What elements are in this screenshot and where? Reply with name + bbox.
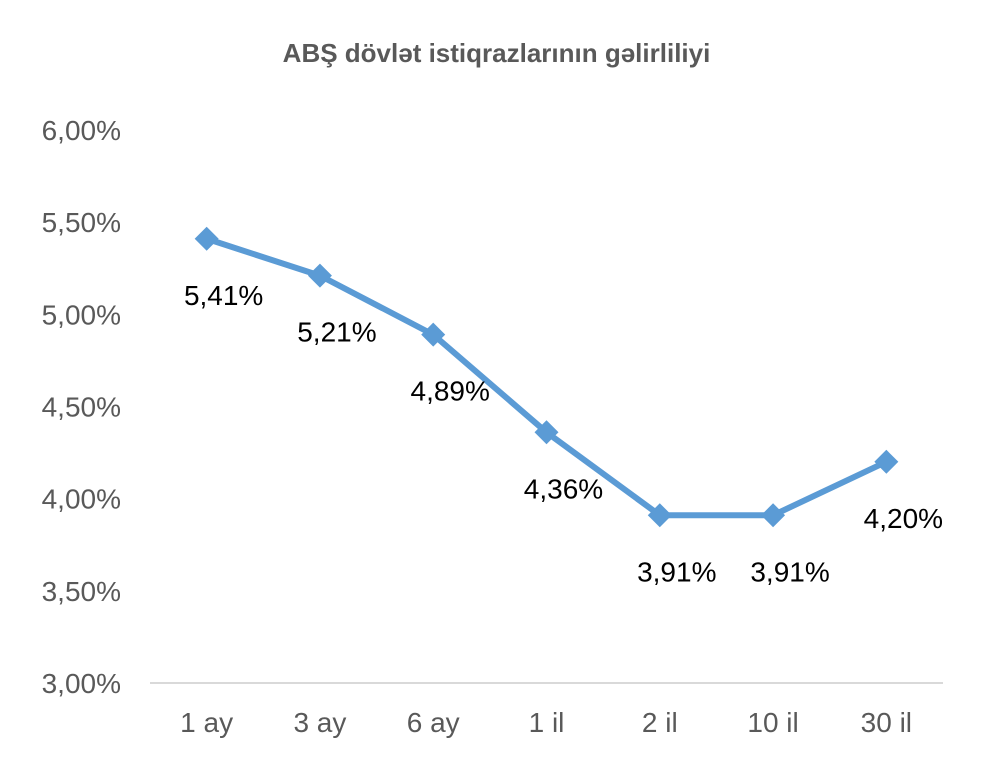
y-tick-label: 4,50% — [42, 392, 121, 423]
data-point-marker — [421, 322, 446, 347]
x-tick-label: 6 ay — [407, 707, 460, 738]
y-tick-label: 3,00% — [42, 668, 121, 699]
chart-title: ABŞ dövlət istiqrazlarının gəlirliliyi — [282, 38, 711, 68]
y-tick-label: 5,50% — [42, 207, 121, 238]
x-tick-label: 30 il — [861, 707, 912, 738]
y-tick-label: 5,00% — [42, 299, 121, 330]
x-tick-label: 3 ay — [293, 707, 346, 738]
x-tick-label: 1 ay — [180, 707, 233, 738]
data-label: 4,89% — [411, 376, 490, 407]
y-tick-label: 6,00% — [42, 115, 121, 146]
y-tick-label: 3,50% — [42, 576, 121, 607]
data-point-marker — [874, 449, 899, 474]
data-label: 4,36% — [524, 473, 603, 504]
data-point-marker — [307, 263, 332, 288]
data-label: 3,91% — [637, 556, 716, 587]
data-point-marker — [534, 420, 559, 445]
x-tick-label: 10 il — [747, 707, 798, 738]
y-tick-label: 4,00% — [42, 484, 121, 515]
data-label: 5,41% — [184, 280, 263, 311]
data-point-marker — [647, 503, 672, 528]
x-tick-label: 1 il — [529, 707, 565, 738]
data-point-marker — [761, 503, 786, 528]
data-label: 5,21% — [297, 317, 376, 348]
data-label: 4,20% — [864, 503, 943, 534]
x-tick-label: 2 il — [642, 707, 678, 738]
data-point-marker — [194, 226, 219, 251]
data-label: 3,91% — [750, 556, 829, 587]
